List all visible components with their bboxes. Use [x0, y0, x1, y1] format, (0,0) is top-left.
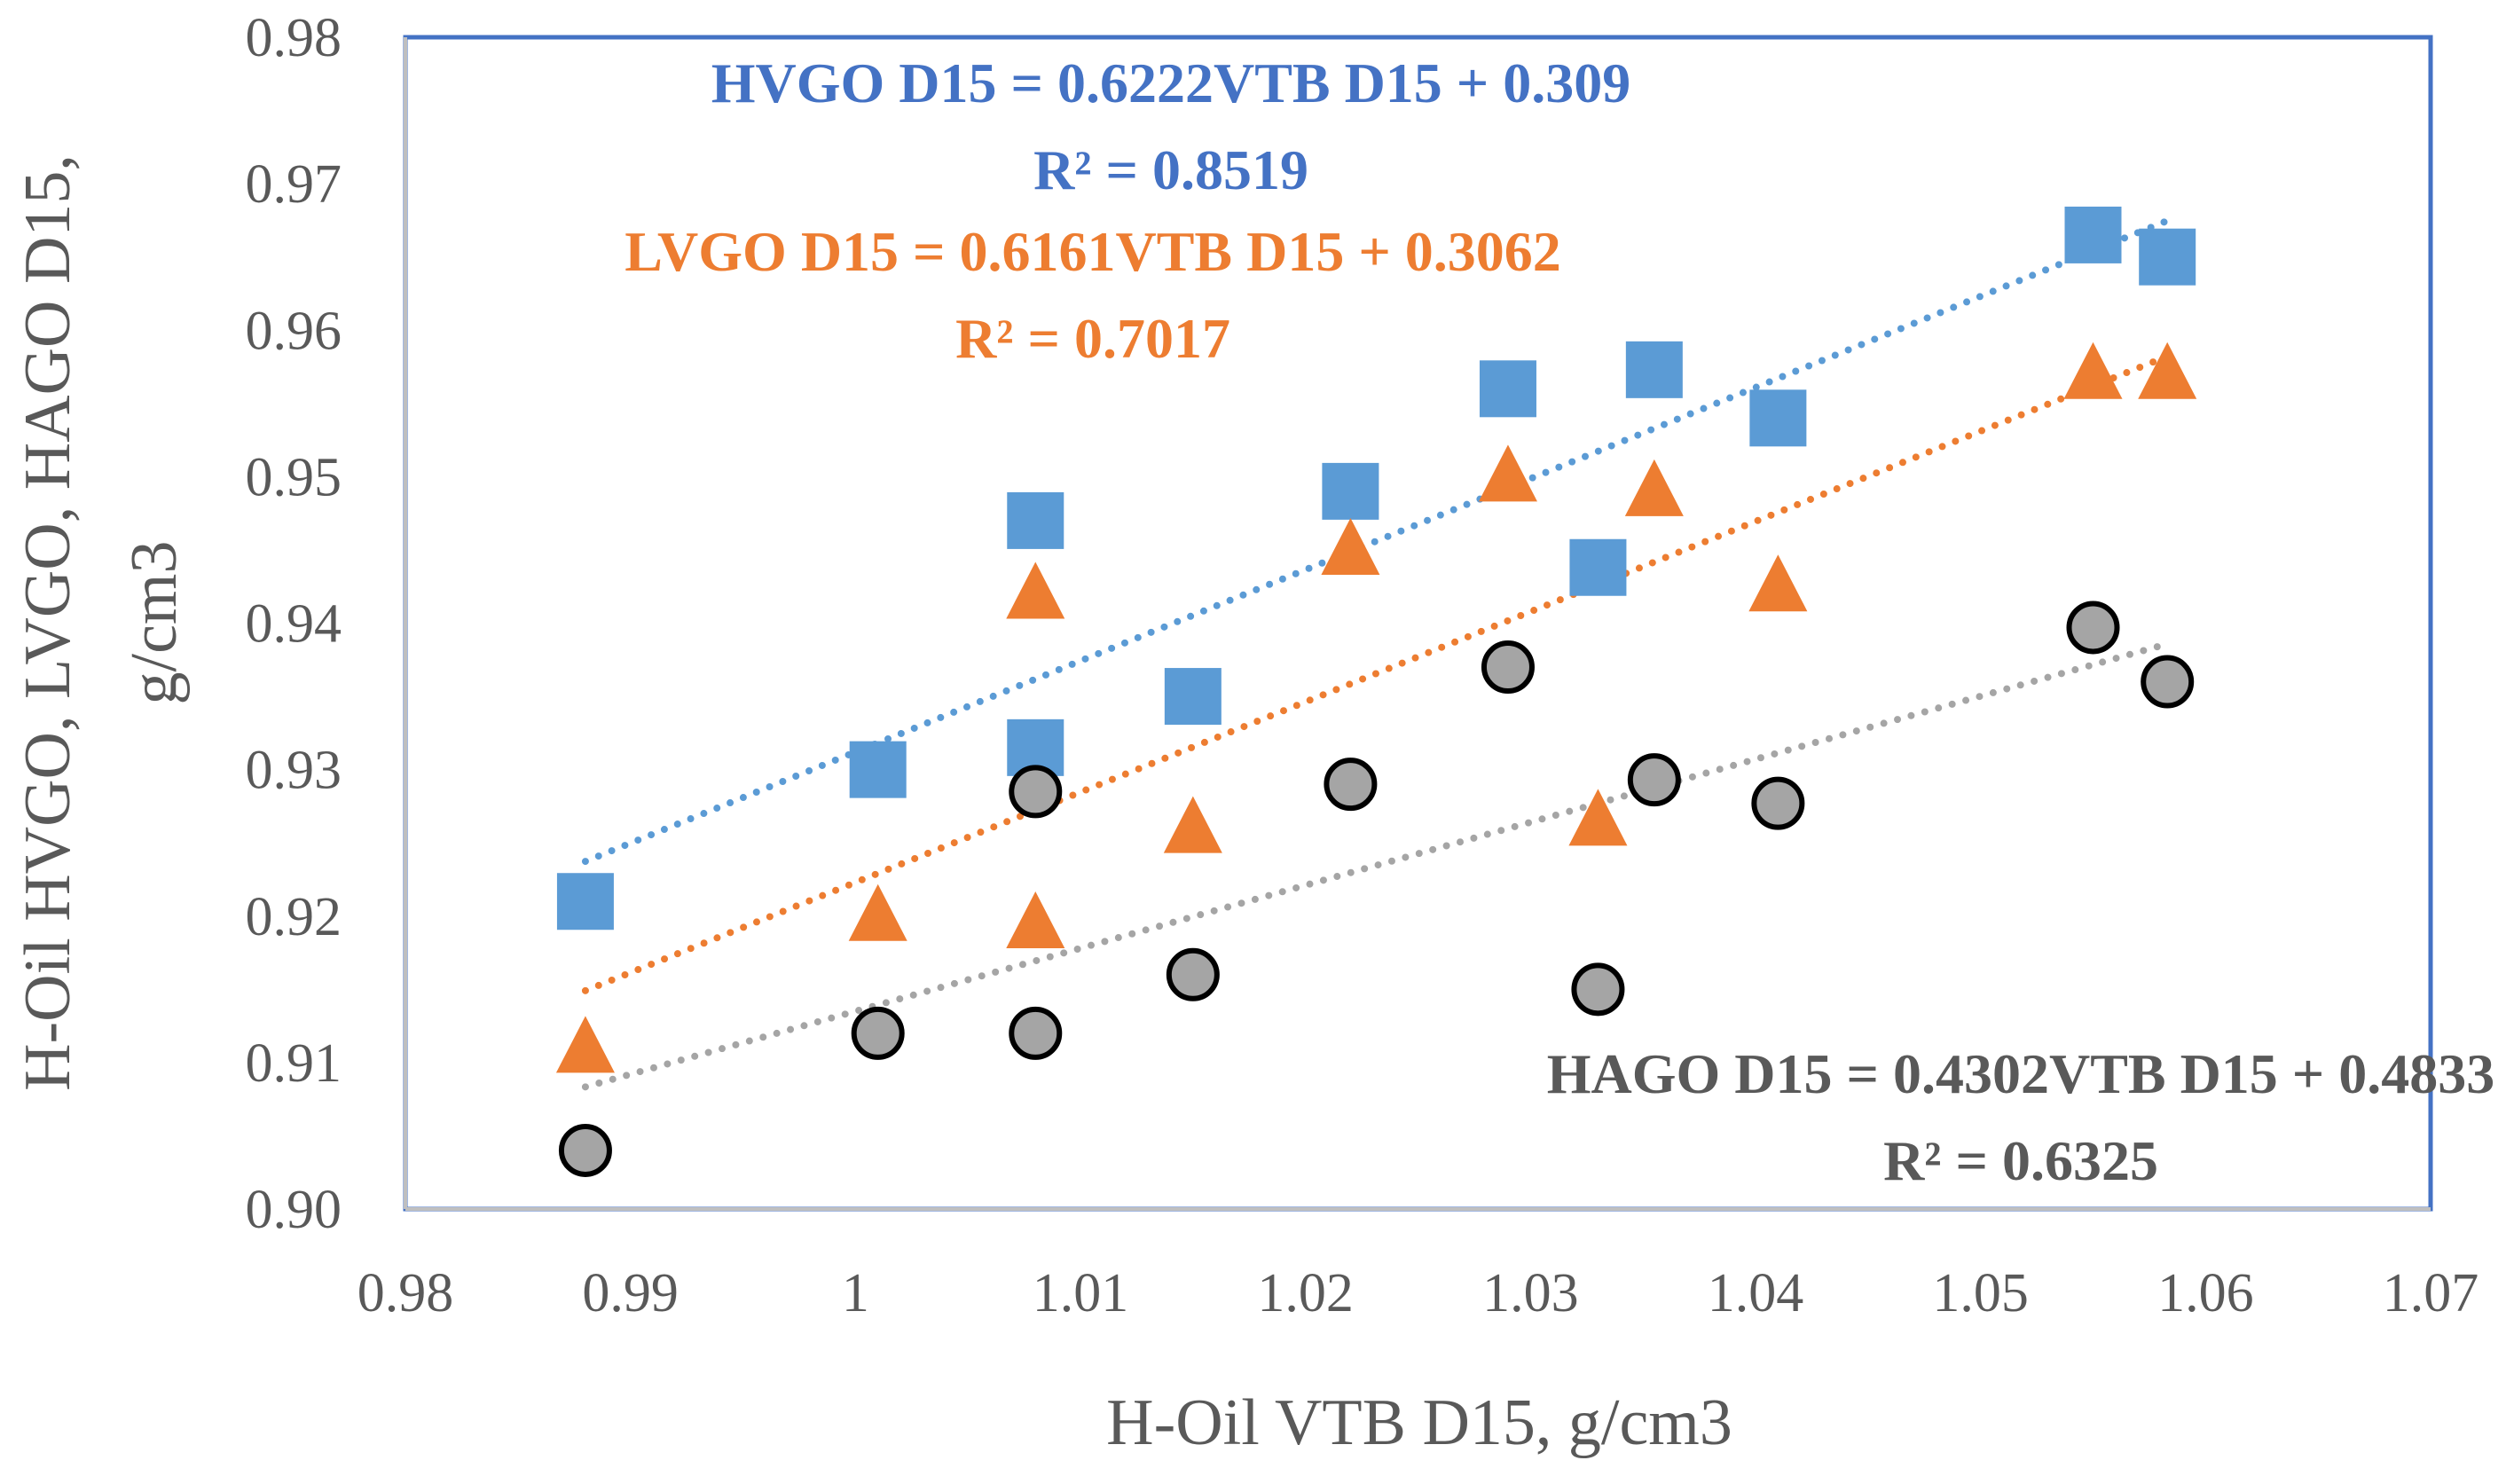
- lvgo-r2: R² = 0.7017: [955, 307, 1230, 370]
- lvgo-point: [1624, 459, 1684, 516]
- lvgo-point: [1568, 789, 1628, 846]
- lvgo-point: [848, 883, 907, 941]
- hago-point: [1166, 947, 1220, 1001]
- x-tick-label: 0.99: [582, 1263, 679, 1323]
- hvgo-point: [2064, 206, 2122, 263]
- x-tick-label: 1.01: [1033, 1263, 1129, 1323]
- y-tick-label: 0.95: [246, 447, 342, 507]
- hvgo-point: [1164, 668, 1222, 726]
- axes: [403, 35, 2433, 1212]
- y-tick-label: 0.96: [246, 301, 342, 361]
- x-tick-label: 0.98: [357, 1263, 454, 1323]
- y-tick-label: 0.97: [246, 154, 342, 215]
- y-tick-label: 0.98: [246, 8, 342, 68]
- hago-point: [1571, 962, 1625, 1017]
- x-tick-label: 1.07: [2383, 1263, 2479, 1323]
- y-tick-label: 0.92: [246, 887, 342, 947]
- lvgo-equation: LVGO D15 = 0.6161VTB D15 + 0.3062: [625, 220, 1561, 283]
- hago-point: [558, 1123, 612, 1177]
- lvgo-point: [1163, 796, 1222, 853]
- lvgo-point: [2138, 342, 2197, 399]
- hago-trendline: [581, 640, 2172, 1091]
- hvgo-point: [1749, 389, 1807, 447]
- lvgo-point: [1006, 891, 1065, 949]
- y-axis-title-line-1: H-Oil HVGO, LVGO, HAGO D15,: [12, 154, 84, 1091]
- hago-point: [851, 1006, 905, 1060]
- x-tick-label: 1.06: [2157, 1263, 2254, 1323]
- hago-point: [1009, 1006, 1063, 1060]
- hago-point: [2141, 655, 2195, 709]
- hvgo-point: [849, 741, 907, 798]
- hago-point: [2066, 601, 2120, 655]
- lvgo-point: [1321, 517, 1380, 575]
- hago-point: [1324, 758, 1378, 812]
- x-tick-label: 1.02: [1257, 1263, 1354, 1323]
- data-markers: [555, 206, 2197, 1177]
- hvgo-point: [2139, 228, 2196, 286]
- lvgo-point: [1478, 444, 1537, 502]
- y-tick-label: 0.93: [246, 741, 342, 801]
- hvgo-point: [1322, 462, 1379, 520]
- y-tick-labels: 0.90 0.91 0.92 0.93 0.94 0.95 0.96 0.97 0.98: [246, 8, 342, 1240]
- y-tick-label: 0.90: [246, 1180, 342, 1240]
- hago-equation: HAGO D15 = 0.4302VTB D15 + 0.4833: [1547, 1042, 2495, 1105]
- lvgo-trendline: [581, 352, 2172, 994]
- trendlines: [581, 216, 2172, 1091]
- y-axis-title-line-2: g/cm3: [118, 541, 191, 705]
- y-tick-label: 0.94: [246, 594, 342, 655]
- hvgo-point: [1479, 360, 1536, 418]
- hvgo-equation: HVGO D15 = 0.6222VTB D15 + 0.309: [711, 51, 1631, 114]
- lvgo-point: [1748, 554, 1808, 612]
- x-tick-labels: 0.98 0.99 1 1.01 1.02 1.03 1.04 1.05 1.06 1.07: [357, 1263, 2479, 1323]
- hago-point: [1481, 640, 1535, 695]
- plot-area-border: [403, 35, 2433, 1212]
- hvgo-r2: R² = 0.8519: [1033, 138, 1308, 201]
- x-tick-label: 1.05: [1932, 1263, 2029, 1323]
- hvgo-trendline: [581, 216, 2172, 866]
- x-tick-label: 1: [842, 1263, 869, 1323]
- hvgo-point: [556, 873, 614, 930]
- x-tick-label: 1.04: [1708, 1263, 1804, 1323]
- hago-point: [1009, 765, 1063, 819]
- hago-point: [1627, 753, 1681, 807]
- x-axis-title: H-Oil VTB D15, g/cm3: [1106, 1386, 1732, 1459]
- hvgo-point: [1007, 491, 1064, 549]
- hvgo-point: [1569, 538, 1627, 596]
- x-tick-label: 1.03: [1482, 1263, 1579, 1323]
- lvgo-point: [2063, 342, 2123, 399]
- hago-r2: R² = 0.6325: [1883, 1129, 2158, 1192]
- lvgo-point: [555, 1016, 615, 1073]
- lvgo-point: [1006, 561, 1065, 619]
- hvgo-point: [1625, 341, 1683, 398]
- y-tick-label: 0.91: [246, 1033, 342, 1094]
- hago-point: [1751, 776, 1805, 830]
